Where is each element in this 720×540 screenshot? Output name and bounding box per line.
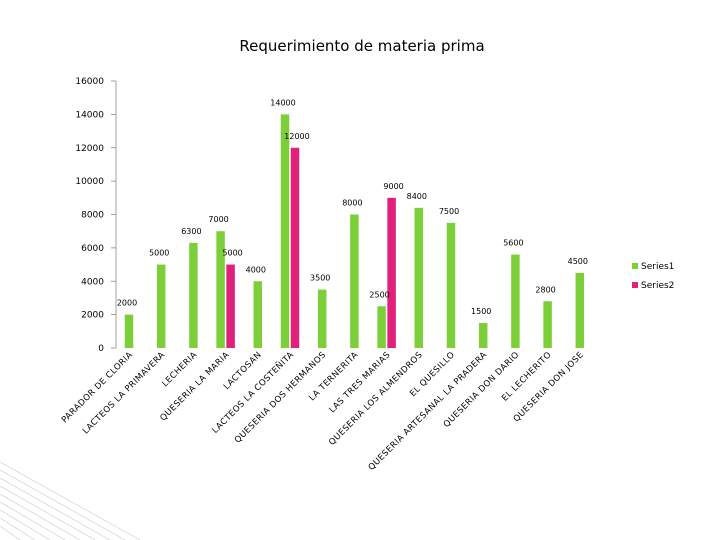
bar-series1 — [216, 231, 225, 348]
y-tick-label: 0 — [98, 344, 104, 354]
legend-label: Series1 — [641, 262, 674, 272]
data-label-series1: 7500 — [439, 207, 459, 216]
data-label-series1: 7000 — [208, 215, 228, 224]
bar-series1 — [511, 254, 520, 348]
legend-swatch — [632, 282, 638, 288]
data-label-series1: 4000 — [246, 265, 266, 274]
bar-series1 — [478, 322, 488, 348]
chart-title: Requerimiento de materia prima — [239, 37, 484, 55]
bar-series1 — [280, 114, 290, 348]
y-tick-label: 14000 — [75, 110, 104, 120]
bar-series1 — [253, 281, 263, 348]
bar-series1 — [575, 272, 585, 348]
data-label-series2: 9000 — [383, 182, 403, 191]
bar-series1 — [124, 314, 134, 348]
data-label-series1: 4500 — [568, 257, 588, 266]
bar-series1 — [377, 306, 386, 348]
y-tick-label: 4000 — [81, 277, 104, 287]
data-label-series2: 12000 — [284, 132, 309, 141]
bar-series1 — [317, 289, 327, 348]
y-tick-label: 6000 — [81, 244, 104, 254]
y-tick-label: 8000 — [81, 211, 104, 221]
data-label-series1: 14000 — [270, 98, 295, 107]
data-label-series1: 6300 — [181, 227, 201, 236]
legend: Series1 Series2 — [632, 262, 674, 291]
bar-series1 — [350, 214, 359, 348]
data-label-series1: 2800 — [535, 285, 555, 294]
data-label-series1: 5600 — [503, 239, 523, 248]
bar-series2 — [226, 264, 235, 348]
bar-series1 — [414, 207, 424, 348]
x-tick-label: LAS TRES MARIAS — [328, 350, 393, 415]
data-label-series1: 8400 — [407, 192, 427, 201]
bars — [124, 114, 585, 348]
y-tick-label: 2000 — [81, 311, 104, 321]
legend-label: Series2 — [641, 281, 674, 291]
data-labels: 2000 5000 6300 7000 5000 4000 14000 12000 3500 80… — [117, 98, 588, 316]
y-tick-label: 10000 — [75, 177, 104, 187]
bar-series2 — [290, 147, 300, 348]
data-label-series1: 1500 — [471, 307, 491, 316]
data-label-series1: 3500 — [310, 274, 330, 283]
data-label-series2: 5000 — [222, 249, 242, 258]
bar-series1 — [156, 264, 166, 348]
bar-series2 — [387, 197, 396, 348]
bar-series1 — [446, 222, 456, 348]
legend-swatch — [632, 263, 638, 269]
data-label-series1: 2500 — [369, 290, 389, 299]
y-axis: 0 2000 4000 6000 8000 10000 12000 14000 16000 — [75, 77, 116, 354]
data-label-series1: 8000 — [342, 199, 362, 208]
x-tick-label: QUESERIA ARTESANAL LA PRADERA — [367, 350, 490, 473]
bar-series1 — [543, 301, 552, 348]
y-tick-label: 16000 — [75, 77, 104, 87]
bar-series1 — [189, 242, 198, 348]
data-label-series1: 5000 — [149, 249, 169, 258]
data-label-series1: 2000 — [117, 299, 137, 308]
y-tick-label: 12000 — [75, 144, 104, 154]
